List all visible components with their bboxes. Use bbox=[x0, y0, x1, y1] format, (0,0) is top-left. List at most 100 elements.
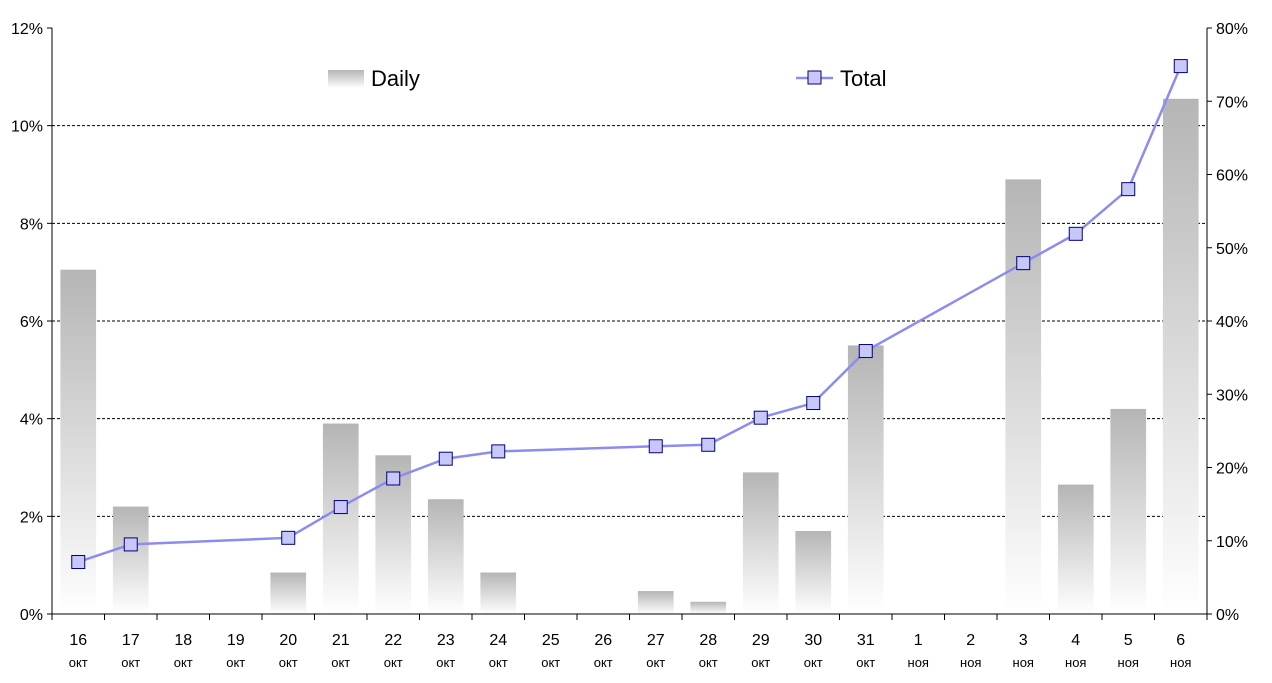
x-label-month: ноя bbox=[960, 655, 981, 670]
bar-daily bbox=[637, 591, 674, 614]
point-total bbox=[1173, 59, 1188, 74]
x-label-month: окт bbox=[436, 655, 455, 670]
right-axis-ticks: 0% 10% 20% 30% 40% 50% 60% 70% 80% bbox=[1207, 21, 1248, 624]
left-tick-label: 8% bbox=[20, 216, 43, 233]
x-label-month: окт bbox=[594, 655, 613, 670]
x-label-month: окт bbox=[804, 655, 823, 670]
x-label-day: 31 bbox=[857, 632, 875, 649]
x-label-month: окт bbox=[856, 655, 875, 670]
bar-daily bbox=[270, 572, 307, 614]
point-total bbox=[123, 537, 138, 552]
point-total bbox=[648, 439, 663, 454]
x-label-day: 5 bbox=[1124, 632, 1133, 649]
point-total bbox=[753, 410, 768, 425]
right-tick-label: 80% bbox=[1216, 21, 1248, 38]
x-label-day: 6 bbox=[1176, 632, 1185, 649]
x-label-month: ноя bbox=[1170, 655, 1191, 670]
right-tick-label: 10% bbox=[1216, 534, 1248, 551]
point-total bbox=[806, 396, 821, 411]
left-axis-ticks: 0% 2% 4% 6% 8% 10% 12% bbox=[11, 21, 52, 624]
bar-daily bbox=[1005, 179, 1042, 614]
left-tick-label: 4% bbox=[20, 412, 43, 429]
bar-daily bbox=[480, 572, 517, 614]
legend-item-total: Total bbox=[796, 66, 886, 91]
x-label-day: 3 bbox=[1019, 632, 1028, 649]
legend-label-total: Total bbox=[840, 66, 886, 91]
left-tick-label: 2% bbox=[20, 509, 43, 526]
x-label-day: 23 bbox=[437, 632, 455, 649]
x-label-day: 29 bbox=[752, 632, 770, 649]
x-label-day: 30 bbox=[804, 632, 822, 649]
point-total bbox=[701, 437, 716, 452]
point-total bbox=[1068, 226, 1083, 241]
bar-daily bbox=[690, 601, 727, 614]
x-label-day: 17 bbox=[122, 632, 140, 649]
x-label-day: 18 bbox=[174, 632, 192, 649]
right-tick-label: 30% bbox=[1216, 387, 1248, 404]
right-tick-label: 50% bbox=[1216, 241, 1248, 258]
point-total bbox=[333, 500, 348, 515]
x-label-day: 28 bbox=[699, 632, 717, 649]
x-label-month: окт bbox=[646, 655, 665, 670]
x-label-day: 24 bbox=[489, 632, 507, 649]
legend-label-daily: Daily bbox=[371, 66, 420, 91]
right-tick-label: 40% bbox=[1216, 314, 1248, 331]
x-label-day: 16 bbox=[69, 632, 87, 649]
x-label-month: ноя bbox=[1013, 655, 1034, 670]
x-label-day: 4 bbox=[1071, 632, 1080, 649]
daily-bars bbox=[60, 98, 1199, 614]
point-total bbox=[281, 530, 296, 545]
x-label-month: окт bbox=[751, 655, 770, 670]
bar-daily bbox=[1110, 408, 1147, 614]
x-label-month: ноя bbox=[908, 655, 929, 670]
x-label-month: ноя bbox=[1118, 655, 1139, 670]
bar-daily bbox=[795, 530, 832, 614]
x-label-month: окт bbox=[384, 655, 403, 670]
left-tick-label: 0% bbox=[20, 607, 43, 624]
legend-swatch-daily bbox=[328, 70, 364, 88]
legend-item-daily: Daily bbox=[328, 66, 420, 91]
x-label-month: окт bbox=[541, 655, 560, 670]
right-tick-label: 0% bbox=[1216, 607, 1239, 624]
x-label-day: 25 bbox=[542, 632, 560, 649]
right-tick-label: 60% bbox=[1216, 168, 1248, 185]
bar-daily bbox=[322, 423, 359, 614]
right-tick-label: 20% bbox=[1216, 461, 1248, 478]
x-label-day: 26 bbox=[594, 632, 612, 649]
x-label-month: окт bbox=[226, 655, 245, 670]
left-tick-label: 10% bbox=[11, 119, 43, 136]
legend-marker-total bbox=[807, 70, 822, 85]
x-label-month: окт bbox=[121, 655, 140, 670]
bar-daily bbox=[112, 506, 149, 614]
x-label-month: окт bbox=[489, 655, 508, 670]
point-total bbox=[71, 554, 86, 569]
x-axis-categories: 16окт17окт18окт19окт20окт21окт22окт23окт… bbox=[51, 614, 1208, 670]
right-tick-label: 70% bbox=[1216, 94, 1248, 111]
bar-daily bbox=[1162, 98, 1199, 614]
x-label-month: окт bbox=[174, 655, 193, 670]
x-label-day: 22 bbox=[384, 632, 402, 649]
legend: Daily Total bbox=[328, 66, 886, 91]
bar-daily bbox=[1057, 484, 1094, 614]
x-label-day: 2 bbox=[966, 632, 975, 649]
x-label-day: 1 bbox=[914, 632, 923, 649]
x-label-day: 19 bbox=[227, 632, 245, 649]
point-total bbox=[858, 344, 873, 359]
point-total bbox=[438, 451, 453, 466]
total-line bbox=[71, 59, 1188, 569]
x-label-day: 27 bbox=[647, 632, 665, 649]
x-label-month: окт bbox=[331, 655, 350, 670]
left-tick-label: 12% bbox=[11, 21, 43, 38]
x-label-day: 21 bbox=[332, 632, 350, 649]
bar-daily bbox=[742, 472, 779, 614]
x-label-day: 20 bbox=[279, 632, 297, 649]
point-total bbox=[1121, 182, 1136, 197]
x-label-month: окт bbox=[279, 655, 298, 670]
left-tick-label: 6% bbox=[20, 314, 43, 331]
line-total bbox=[77, 65, 1182, 564]
x-label-month: окт bbox=[69, 655, 88, 670]
bar-daily bbox=[847, 345, 884, 614]
bar-daily bbox=[427, 499, 464, 614]
